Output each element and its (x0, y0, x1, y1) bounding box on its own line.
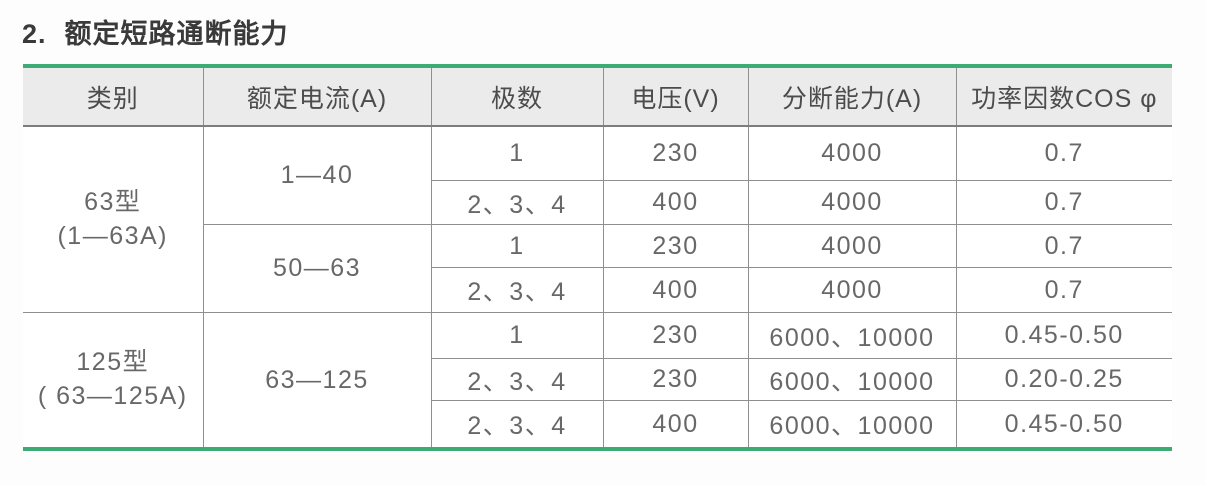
table-row: 2、3、4 400 4000 0.7 (23, 180, 1172, 225)
cell-category-63: 63型 (1—63A) (23, 125, 204, 313)
cell-poles: 2、3、4 (430, 180, 604, 225)
cell-voltage: 230 (602, 125, 749, 181)
cell-breaking-capacity: 4000 (747, 125, 957, 181)
cell-power-factor: 0.45-0.50 (955, 312, 1172, 359)
section-title-text: 额定短路通断能力 (64, 19, 289, 49)
column-header-voltage: 电压(V) (602, 65, 749, 127)
cell-breaking-capacity: 6000、10000 (747, 400, 957, 450)
section-title: 2. 额定短路通断能力 (22, 12, 289, 51)
column-header-breaking-capacity: 分断能力(A) (747, 65, 957, 127)
cell-voltage: 230 (602, 358, 749, 401)
category-line1: 63型 (84, 187, 142, 216)
cell-breaking-capacity: 6000、10000 (747, 358, 957, 401)
cell-breaking-capacity: 4000 (747, 180, 957, 225)
table-row: 125型 ( 63—125A) 63—125 1 230 6000、10000 … (23, 312, 1172, 450)
column-header-category: 类别 (23, 65, 204, 127)
cell-power-factor: 0.7 (955, 180, 1172, 225)
cell-voltage: 400 (602, 400, 749, 450)
cell-rated-current: 1—40 (202, 125, 432, 225)
cell-poles: 2、3、4 (430, 358, 604, 401)
category-line2: ( 63—125A) (37, 382, 188, 410)
cell-poles: 1 (430, 224, 604, 268)
cell-rated-current: 50—63 (202, 224, 432, 313)
cell-breaking-capacity: 4000 (747, 224, 957, 268)
spec-table: 类别 额定电流(A) 极数 电压(V) 分断能力(A) 功率因数COS φ 63… (23, 64, 1172, 451)
table-row: 63型 (1—63A) 1—40 1 230 4000 0.7 (23, 125, 1172, 313)
cell-breaking-capacity: 6000、10000 (747, 312, 957, 359)
cell-voltage: 230 (602, 224, 749, 268)
column-header-poles: 极数 (430, 65, 604, 127)
column-header-power-factor: 功率因数COS φ (955, 65, 1172, 127)
cell-poles: 2、3、4 (430, 400, 604, 450)
cell-power-factor: 0.20-0.25 (955, 358, 1172, 401)
cell-poles: 1 (430, 125, 604, 181)
table-row: 2、3、4 400 6000、10000 0.45-0.50 (23, 400, 1172, 450)
cell-poles: 1 (430, 312, 604, 359)
table-row: 2、3、4 230 6000、10000 0.20-0.25 (23, 358, 1172, 401)
category-line2: (1—63A) (57, 221, 169, 250)
cell-category-125: 125型 ( 63—125A) (23, 312, 204, 450)
cell-breaking-capacity: 4000 (747, 267, 957, 313)
cell-rated-current: 63—125 (202, 312, 432, 450)
cell-power-factor: 0.7 (955, 224, 1172, 268)
column-header-rated-current: 额定电流(A) (202, 65, 432, 127)
cell-power-factor: 0.45-0.50 (955, 400, 1172, 450)
cell-power-factor: 0.7 (955, 267, 1172, 313)
cell-poles: 2、3、4 (430, 267, 604, 313)
cell-voltage: 230 (602, 312, 749, 359)
cell-voltage: 400 (602, 267, 749, 313)
section-number: 2. (22, 19, 47, 49)
cell-power-factor: 0.7 (955, 125, 1172, 181)
cell-voltage: 400 (602, 180, 749, 225)
table-header-row: 类别 额定电流(A) 极数 电压(V) 分断能力(A) 功率因数COS φ (23, 65, 1172, 127)
category-line1: 125型 (76, 348, 150, 377)
